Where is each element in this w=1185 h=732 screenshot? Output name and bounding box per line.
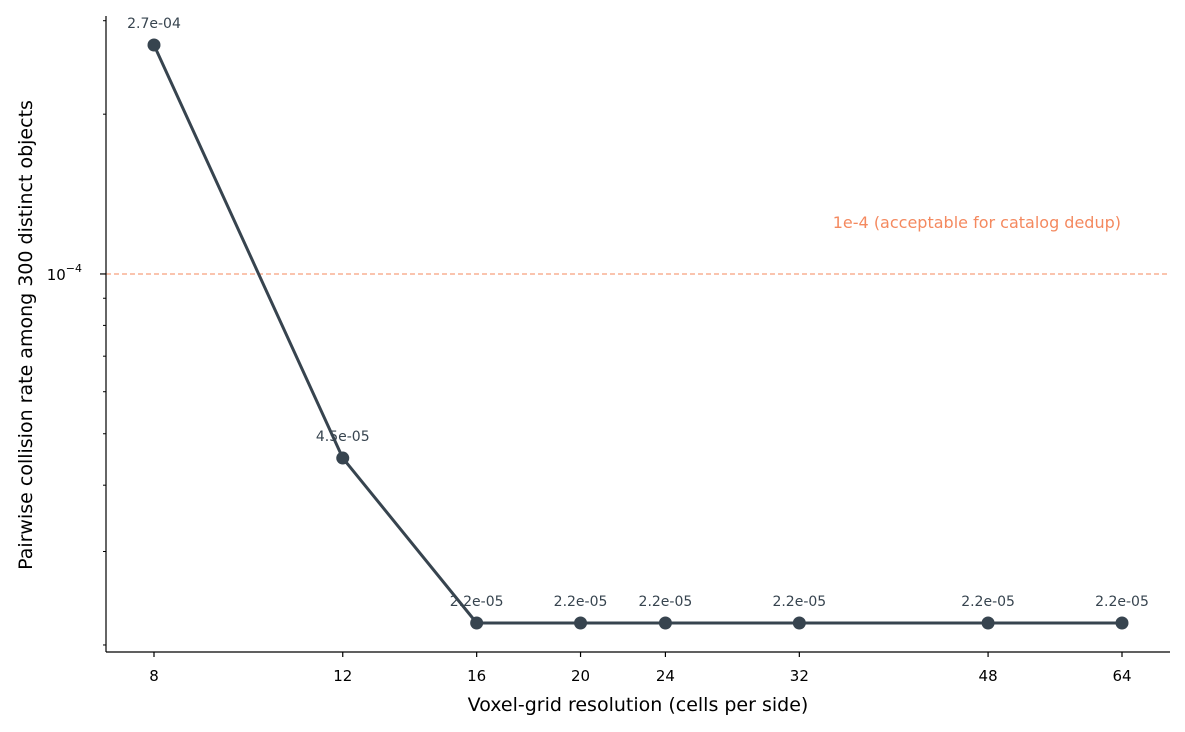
y-tick-label-1e-4: 10−4 [47,262,82,284]
x-tick-label: 48 [979,667,998,685]
data-label: 2.2e-05 [554,594,608,610]
plot-area: 1e-4 (acceptable for catalog dedup) 2.7e-… [106,16,1170,630]
data-label: 2.2e-05 [961,594,1015,610]
data-point [1115,616,1129,630]
data-point [792,616,806,630]
x-tick-label: 16 [467,667,486,685]
x-tick-label: 8 [149,667,159,685]
y-axis-title: Pairwise collision rate among 300 distin… [15,100,37,570]
x-tick-label: 24 [656,667,675,685]
data-point [147,38,161,52]
x-tick-label: 20 [571,667,590,685]
axes: 8 12 16 20 24 32 48 64 [100,16,1170,685]
data-point [658,616,672,630]
x-axis-title: Voxel-grid resolution (cells per side) [468,694,809,716]
threshold-label: 1e-4 (acceptable for catalog dedup) [833,213,1121,232]
x-tick-label: 32 [790,667,809,685]
data-label: 2.2e-05 [639,594,693,610]
data-label: 4.5e-05 [316,429,370,445]
data-point [574,616,588,630]
data-label: 2.2e-05 [1095,594,1149,610]
x-tick-label: 64 [1112,667,1131,685]
data-point [336,451,350,465]
data-point [981,616,995,630]
series-line [152,44,1122,625]
y-tick-base: 10 [47,266,66,284]
data-label: 2.7e-04 [127,16,181,32]
data-point [470,616,484,630]
data-label: 2.2e-05 [450,594,504,610]
data-label: 2.2e-05 [772,594,826,610]
y-tick-exponent: −4 [66,262,82,275]
x-tick-label: 12 [333,667,352,685]
